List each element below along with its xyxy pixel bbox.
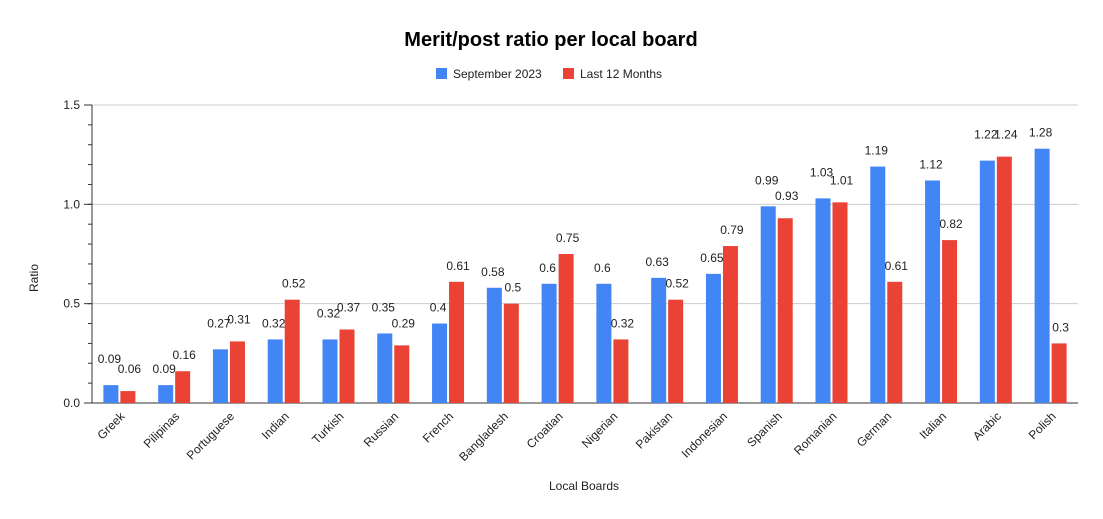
bar-september-2023 bbox=[705, 273, 721, 403]
bar-last-12-months bbox=[449, 281, 465, 403]
data-label-last-12-months: 0.32 bbox=[611, 316, 635, 330]
data-label-last-12-months: 0.31 bbox=[227, 312, 251, 326]
bar-september-2023 bbox=[760, 206, 776, 403]
bar-last-12-months bbox=[613, 339, 629, 403]
data-label-last-12-months: 0.37 bbox=[337, 300, 361, 314]
legend-label-last-12-months: Last 12 Months bbox=[580, 67, 662, 81]
chart-title: Merit/post ratio per local board bbox=[404, 29, 697, 51]
data-label-september-2023: 0.63 bbox=[645, 255, 669, 269]
bar-last-12-months bbox=[175, 371, 191, 403]
y-tick-label: 1.5 bbox=[63, 98, 80, 112]
data-label-september-2023: 0.65 bbox=[700, 251, 724, 265]
bar-last-12-months bbox=[339, 329, 355, 403]
data-labels: 0.090.06 0.090.160.270.31 0.320.520.320.37… bbox=[98, 126, 1070, 376]
bar-last-12-months bbox=[887, 281, 903, 403]
bar-last-12-months bbox=[832, 202, 848, 403]
bar-last-12-months bbox=[229, 341, 245, 403]
data-label-last-12-months: 1.24 bbox=[994, 128, 1018, 142]
data-label-september-2023: 0.32 bbox=[317, 306, 341, 320]
bar-september-2023 bbox=[103, 385, 119, 403]
data-label-last-12-months: 0.52 bbox=[282, 277, 306, 291]
data-label-last-12-months: 0.52 bbox=[665, 277, 689, 291]
data-label-last-12-months: 0.75 bbox=[556, 231, 580, 245]
data-label-last-12-months: 0.93 bbox=[775, 189, 799, 203]
data-label-last-12-months: 0.06 bbox=[118, 362, 142, 376]
data-label-september-2023: 0.6 bbox=[539, 261, 556, 275]
data-label-september-2023: 0.6 bbox=[594, 261, 611, 275]
bar-september-2023 bbox=[596, 283, 612, 403]
bar-last-12-months bbox=[996, 156, 1012, 403]
legend-swatch-last-12-months bbox=[563, 68, 574, 79]
data-label-last-12-months: 0.61 bbox=[885, 259, 909, 273]
bar-september-2023 bbox=[925, 180, 941, 403]
bar-last-12-months bbox=[394, 345, 410, 403]
data-label-last-12-months: 0.5 bbox=[504, 281, 521, 295]
legend: September 2023 Last 12 Months bbox=[436, 67, 662, 81]
data-label-september-2023: 1.19 bbox=[865, 144, 889, 158]
data-label-last-12-months: 0.16 bbox=[172, 348, 196, 362]
data-label-september-2023: 0.32 bbox=[262, 316, 286, 330]
bar-september-2023 bbox=[486, 287, 502, 403]
bar-september-2023 bbox=[432, 323, 448, 403]
data-label-last-12-months: 0.29 bbox=[392, 316, 416, 330]
bar-september-2023 bbox=[979, 160, 995, 403]
data-label-september-2023: 0.09 bbox=[98, 352, 122, 366]
bar-september-2023 bbox=[158, 385, 174, 403]
data-label-september-2023: 1.28 bbox=[1029, 126, 1053, 140]
data-label-september-2023: 1.12 bbox=[919, 157, 943, 171]
y-axis-title: Ratio bbox=[27, 264, 41, 292]
y-tick-label: 0.5 bbox=[63, 297, 80, 311]
data-label-september-2023: 0.09 bbox=[152, 362, 176, 376]
data-label-september-2023: 0.27 bbox=[207, 316, 231, 330]
x-axis-title: Local Boards bbox=[549, 479, 619, 493]
y-axis: 0.0 0.5 1.0 1.5 bbox=[63, 98, 93, 410]
bar-last-12-months bbox=[722, 246, 738, 403]
data-label-last-12-months: 1.01 bbox=[830, 173, 854, 187]
bar-september-2023 bbox=[1034, 148, 1050, 403]
y-tick-label: 0.0 bbox=[63, 396, 80, 410]
legend-swatch-september-2023 bbox=[436, 68, 447, 79]
bar-last-12-months bbox=[120, 391, 136, 403]
data-label-last-12-months: 0.61 bbox=[446, 259, 470, 273]
data-label-september-2023: 0.4 bbox=[430, 301, 447, 315]
bar-last-12-months bbox=[284, 299, 300, 403]
bar-last-12-months bbox=[503, 303, 519, 403]
bar-september-2023 bbox=[541, 283, 557, 403]
data-label-last-12-months: 0.79 bbox=[720, 223, 744, 237]
data-label-september-2023: 1.22 bbox=[974, 128, 998, 142]
legend-label-september-2023: September 2023 bbox=[453, 67, 542, 81]
bar-september-2023 bbox=[267, 339, 283, 403]
bar-last-12-months bbox=[942, 240, 958, 403]
bar-last-12-months bbox=[1051, 343, 1067, 403]
data-label-september-2023: 0.58 bbox=[481, 265, 505, 279]
bar-september-2023 bbox=[870, 166, 886, 403]
gridlines bbox=[92, 104, 1078, 404]
bar-september-2023 bbox=[212, 349, 228, 403]
bar-last-12-months bbox=[558, 254, 574, 403]
bar-september-2023 bbox=[651, 277, 667, 403]
bars bbox=[103, 148, 1067, 403]
bar-last-12-months bbox=[668, 299, 684, 403]
bar-september-2023 bbox=[377, 333, 393, 403]
data-label-september-2023: 0.35 bbox=[372, 300, 396, 314]
data-label-september-2023: 1.03 bbox=[810, 165, 834, 179]
bar-last-12-months bbox=[777, 218, 793, 403]
bar-september-2023 bbox=[322, 339, 338, 403]
bar-september-2023 bbox=[815, 198, 831, 403]
data-label-last-12-months: 0.3 bbox=[1052, 320, 1069, 334]
data-label-last-12-months: 0.82 bbox=[939, 217, 963, 231]
data-label-september-2023: 0.99 bbox=[755, 173, 779, 187]
y-tick-label: 1.0 bbox=[63, 197, 80, 211]
